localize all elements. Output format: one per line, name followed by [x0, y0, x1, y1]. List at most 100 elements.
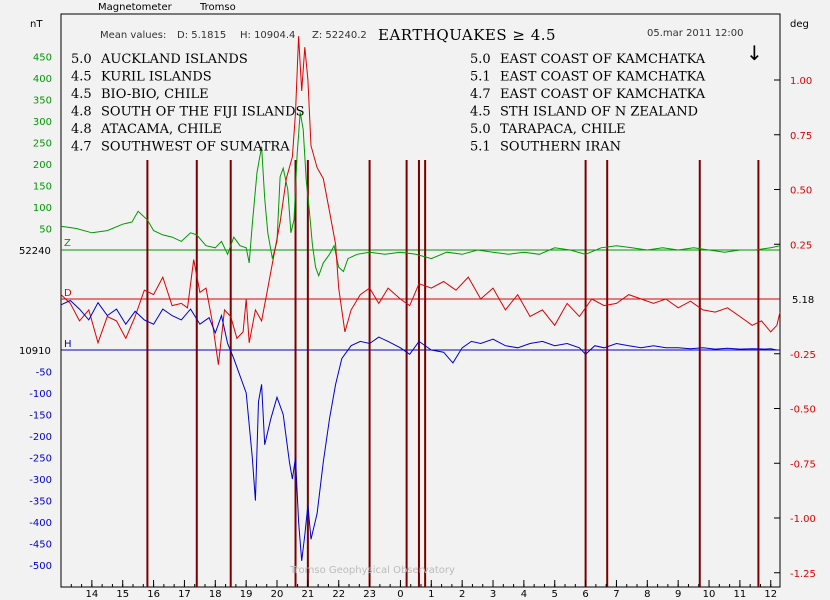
mean-z-value: Z: 52240.2: [312, 30, 367, 41]
right-tick-label: -0.25: [790, 350, 816, 361]
earthquake-magnitude: 4.8: [71, 122, 92, 137]
right-tick-label: -0.75: [790, 459, 816, 470]
left-tick-label: -50: [36, 368, 52, 379]
datetime-label: 05.mar 2011 12:00: [647, 28, 744, 39]
left-tick-label: -250: [29, 454, 52, 465]
earthquake-magnitude: 4.7: [470, 87, 491, 102]
left-tick-label: -150: [29, 411, 52, 422]
left-axis-ticks: 450 400 350 300 250 200 150 100 50 -50 -100 -150 -20…: [29, 52, 52, 572]
earthquake-magnitude: 4.5: [71, 87, 92, 102]
x-tick-label: 14: [85, 589, 98, 600]
chart-frame: [60, 13, 781, 588]
earthquake-location: EAST COAST OF KAMCHATKA: [500, 70, 706, 85]
left-unit-label: nT: [30, 19, 43, 30]
x-tick-label: 6: [582, 589, 588, 600]
chart-title: EARTHQUAKES ≥ 4.5: [378, 26, 556, 44]
down-arrow-icon: ↓: [746, 41, 763, 65]
x-tick-label: 7: [613, 589, 619, 600]
earthquake-location: SOUTHWEST OF SUMATRA: [101, 140, 290, 155]
left-tick-label: 450: [33, 52, 52, 63]
right-unit-label: deg: [790, 19, 809, 30]
x-tick-label: 9: [675, 589, 681, 600]
x-tick-label: 19: [240, 589, 253, 600]
x-tick-label: 16: [147, 589, 160, 600]
earthquake-list-left: 5.0 AUCKLAND ISLANDS 4.5 KURIL ISLANDS 4.5 BI…: [71, 52, 305, 155]
x-tick-label: 18: [209, 589, 222, 600]
earthquake-location: SOUTHERN IRAN: [500, 140, 621, 155]
right-tick-label: -1.25: [790, 569, 816, 580]
earthquake-magnitude: 4.5: [71, 70, 92, 85]
earthquake-magnitude: 5.1: [470, 140, 491, 155]
earthquake-magnitude: 5.0: [470, 122, 491, 137]
series-H-line: [60, 299, 778, 561]
h-baseline-value: 10910: [19, 346, 51, 357]
left-tick-label: -100: [29, 389, 52, 400]
earthquake-location: BIO-BIO, CHILE: [101, 87, 209, 102]
left-tick-label: -500: [29, 561, 52, 572]
x-tick-label: 21: [301, 589, 314, 600]
right-axis-ticks: 1.00 0.75 0.50 0.25 -0.25 -0.50 -0.75 -1.00 -1.2…: [774, 76, 816, 580]
x-tick-label: 8: [644, 589, 650, 600]
mean-values-label: Mean values:: [100, 30, 166, 41]
x-tick-label: 23: [363, 589, 376, 600]
earthquake-location: EAST COAST OF KAMCHATKA: [500, 87, 706, 102]
right-tick-label: 0.25: [790, 240, 812, 251]
left-tick-label: 250: [33, 138, 52, 149]
right-tick-label: 0.50: [790, 186, 812, 197]
left-tick-label: -400: [29, 518, 52, 529]
earthquake-location: SOUTH OF THE FIJI ISLANDS: [101, 105, 305, 120]
earthquake-location: ATACAMA, CHILE: [100, 122, 222, 137]
left-tick-label: 300: [33, 117, 52, 128]
mean-h-value: H: 10904.4: [240, 30, 295, 41]
right-tick-label: 1.00: [790, 76, 812, 87]
series-Z-line: [60, 112, 781, 278]
x-tick-label: 20: [271, 589, 284, 600]
earthquake-event-lines: [146, 160, 760, 587]
earthquake-location: TARAPACA, CHILE: [500, 122, 626, 137]
earthquake-location: KURIL ISLANDS: [101, 70, 212, 85]
x-tick-label: 10: [703, 589, 716, 600]
earthquake-location: AUCKLAND ISLANDS: [100, 52, 248, 67]
x-tick-label: 22: [332, 589, 345, 600]
earthquake-magnitude: 4.5: [470, 105, 491, 120]
left-tick-label: 100: [33, 203, 52, 214]
instrument-label: Magnetometer: [98, 2, 173, 13]
z-baseline-value: 52240: [19, 246, 51, 257]
earthquake-magnitude: 4.7: [71, 140, 92, 155]
x-tick-label: 2: [459, 589, 465, 600]
mean-d-value: D: 5.1815: [177, 30, 226, 41]
left-tick-label: 50: [39, 224, 52, 235]
right-tick-label: -0.50: [790, 405, 816, 416]
station-label: Tromso: [199, 2, 236, 13]
d-baseline-value: 5.18: [792, 295, 814, 306]
x-tick-label: 15: [116, 589, 129, 600]
earthquake-magnitude: 5.0: [470, 52, 491, 67]
x-axis-ticks: 14 15 16 17 18 19 20 21 22 23 0 1 2 3 4 5 6 7 8 9 10 11 12: [60, 580, 777, 600]
left-tick-label: -350: [29, 497, 52, 508]
left-tick-label: -300: [29, 475, 52, 486]
x-tick-label: 5: [552, 589, 558, 600]
footer-credit: Tromso Geophysical Observatory: [289, 565, 455, 576]
earthquake-location: EAST COAST OF KAMCHATKA: [500, 52, 706, 67]
right-tick-label: 0.75: [790, 131, 812, 142]
h-series-label: H: [64, 339, 72, 350]
series-D-line: [60, 36, 781, 365]
left-tick-label: 350: [33, 95, 52, 106]
left-tick-label: -450: [29, 540, 52, 551]
left-tick-label: 150: [33, 181, 52, 192]
z-series-label: Z: [64, 238, 71, 249]
series-layer: [60, 36, 781, 561]
earthquake-magnitude: 5.0: [71, 52, 92, 67]
earthquake-list-right: 5.0 EAST COAST OF KAMCHATKA 5.1 EAST COAST …: [470, 52, 706, 155]
earthquake-magnitude: 5.1: [470, 70, 491, 85]
x-tick-label: 3: [490, 589, 496, 600]
d-series-label: D: [64, 288, 72, 299]
x-tick-label: 17: [178, 589, 191, 600]
earthquake-location: STH ISLAND OF N ZEALAND: [500, 105, 698, 120]
x-tick-label: 0: [397, 589, 403, 600]
x-tick-label: 12: [764, 589, 777, 600]
left-tick-label: -200: [29, 432, 52, 443]
x-tick-label: 11: [734, 589, 747, 600]
x-tick-label: 4: [521, 589, 527, 600]
